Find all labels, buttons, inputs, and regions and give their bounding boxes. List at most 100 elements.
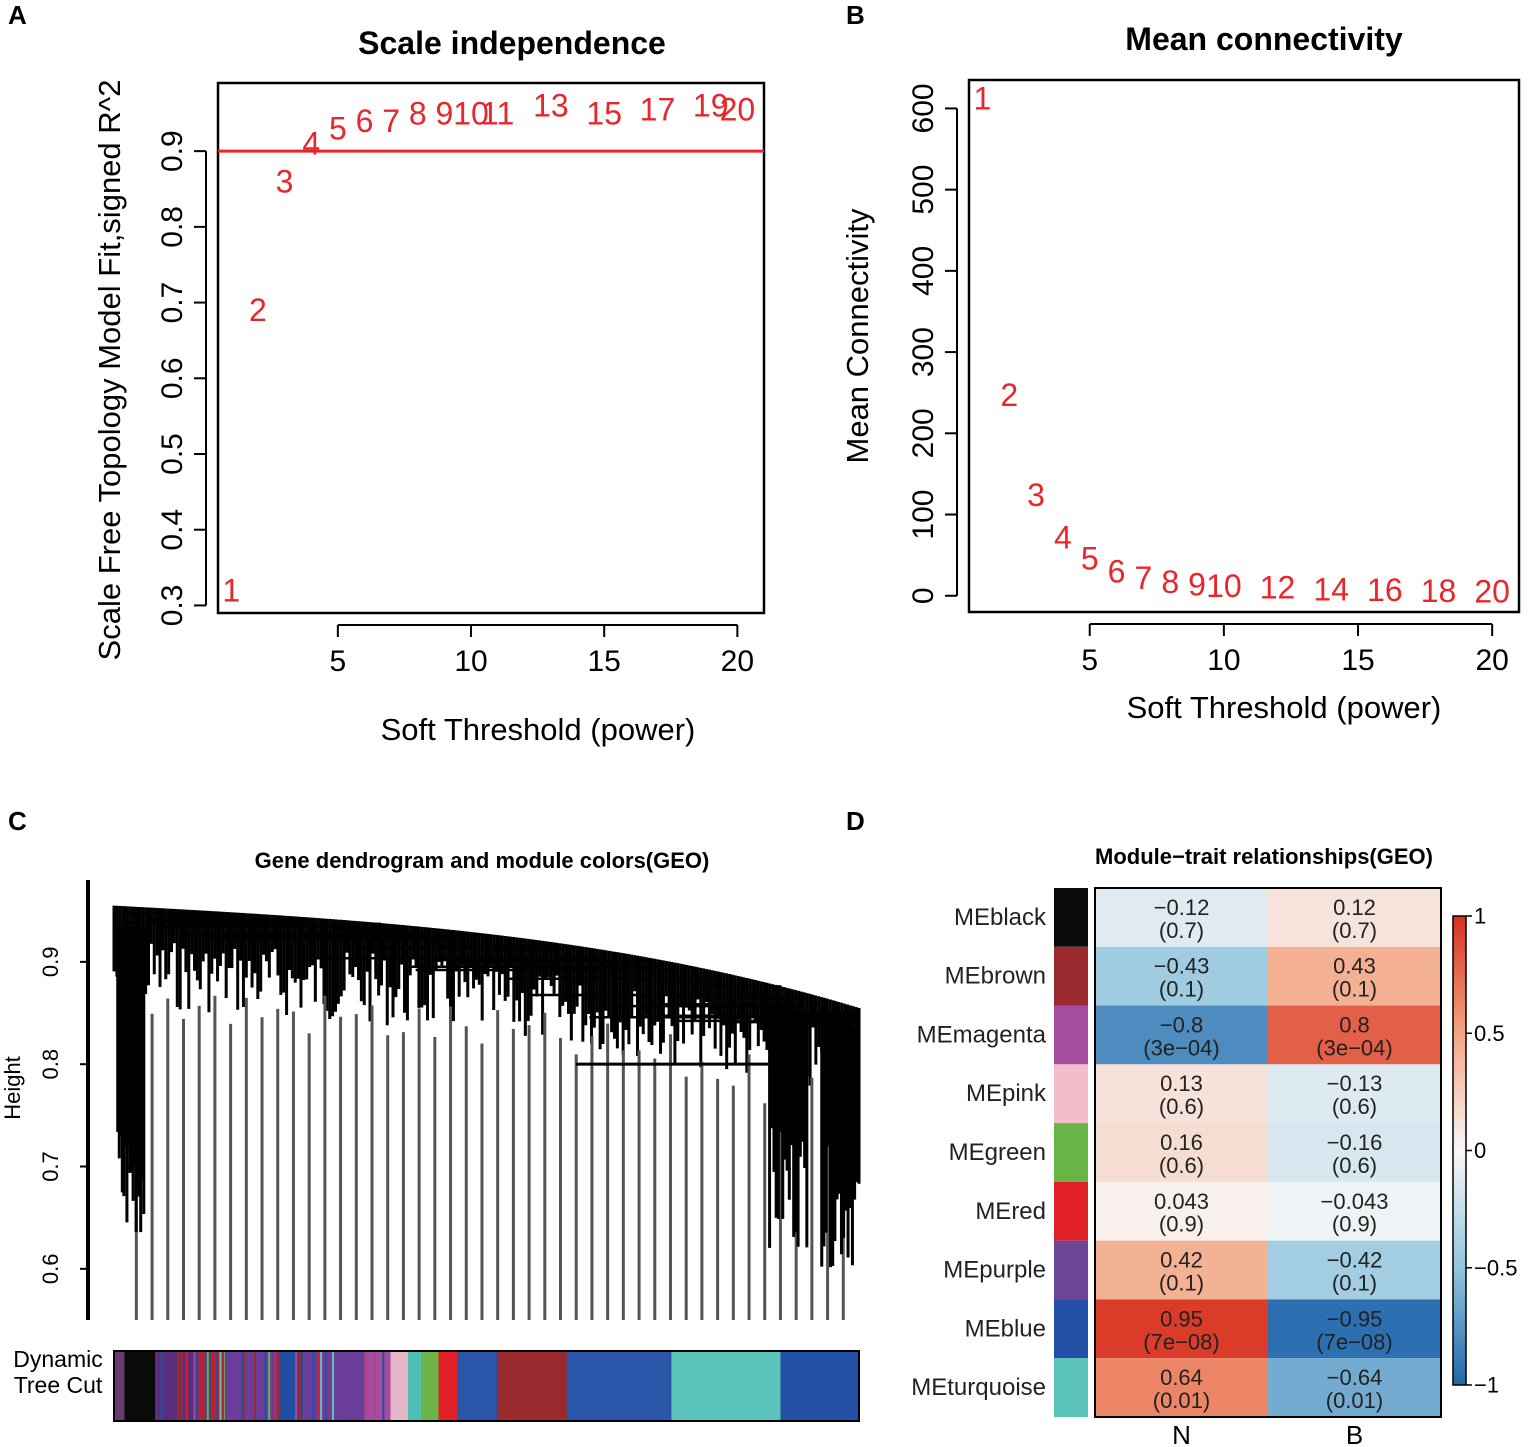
heatmap-cell [1095,1123,1268,1182]
module-color-stripe [326,1351,329,1421]
x-tick-label: 5 [330,645,347,678]
module-color-stripe [160,1351,163,1421]
panel-b: B Mean connectivity 0100200300400500600 … [840,0,1521,725]
point-label: 4 [302,126,320,162]
x-tick-label: 15 [588,645,621,678]
module-color-stripe [295,1351,298,1421]
y-tick-label: 0.5 [156,433,189,475]
point-label: 11 [481,95,514,131]
module-color-stripe [206,1351,209,1421]
point-label: 2 [1000,377,1018,413]
x-tick-label: 5 [1081,644,1098,677]
cell-correlation: 0.42 [1160,1248,1203,1273]
module-color-stripe [325,1351,328,1421]
cell-correlation: −0.42 [1327,1248,1383,1273]
color-bar-label-line1: Dynamic [13,1346,102,1372]
cell-pvalue: (0.7) [1159,918,1204,943]
heatmap-cell [1095,1358,1268,1417]
y-tick-label: 600 [907,83,940,133]
point-label: 20 [720,92,756,128]
point-label: 14 [1313,571,1349,607]
x-tick-label: 20 [721,645,754,678]
cell-correlation: 0.043 [1154,1189,1209,1214]
point-label: 5 [1081,540,1099,576]
colorbar-tick-label: −1 [1474,1373,1499,1398]
row-label-megreen: MEgreen [949,1139,1046,1166]
chart-d-title: Module−trait relationships(GEO) [1095,844,1433,869]
module-color-stripe [185,1351,188,1421]
chart-b-y-label: Mean Connectivity [840,208,875,464]
colorbar-tick-label: 0.5 [1474,1021,1505,1046]
module-color-stripe [274,1351,277,1421]
module-color-stripe [180,1351,183,1421]
heatmap-cell [1095,888,1268,947]
point-label: 3 [276,163,294,199]
cell-pvalue: (0.6) [1332,1153,1377,1178]
cell-correlation: 0.64 [1160,1365,1203,1390]
point-label: 3 [1027,477,1045,513]
module-color-stripe [219,1351,222,1421]
point-label: 9 [1188,566,1206,602]
cell-pvalue: (0.1) [1159,1270,1204,1295]
cell-pvalue: (0.6) [1159,1094,1204,1119]
y-tick-label: 100 [907,490,940,540]
module-color-segment [457,1351,498,1421]
point-label: 8 [409,95,427,131]
module-color-stripe [318,1351,321,1421]
heatmap-cell [1095,1240,1268,1300]
heatmap-frame [1094,887,1442,1418]
chart-b-x-label: Soft Threshold (power) [1127,690,1442,725]
module-swatch-megreen [1054,1123,1088,1182]
module-color-stripe [241,1351,244,1421]
chart-a-y-axis: 0.3 0.4 0.5 0.6 0.7 0.8 0.9 [156,130,207,626]
chart-b-x-axis: 5 10 15 20 [1081,623,1509,677]
module-color-segment [421,1351,440,1421]
y-tick-label: 0.8 [38,1049,63,1080]
row-label-meblack: MEblack [954,904,1047,931]
chart-b-y-axis: 0 100 200 300 400 500 600 [907,83,958,604]
x-tick-label: 10 [1207,644,1240,677]
point-label: 12 [1260,570,1296,606]
cell-correlation: 0.16 [1160,1130,1203,1155]
cell-pvalue: (0.7) [1332,918,1377,943]
module-swatch-meturquoise [1054,1358,1088,1417]
module-color-segment [390,1351,409,1421]
module-swatch-mepurple [1054,1240,1088,1300]
chart-c-y-label: Height [0,1056,25,1120]
cell-correlation: 0.12 [1333,895,1376,920]
heatmap: MEblack −0.12(0.7)0.12(0.7)MEbrown −0.43(0… [911,887,1442,1447]
y-tick-label: 0.6 [156,357,189,399]
chart-c-title: Gene dendrogram and module colors(GEO) [255,848,710,873]
point-label: 13 [533,88,569,124]
row-label-mepurple: MEpurple [943,1257,1046,1284]
chart-b-title: Mean connectivity [1125,21,1403,57]
cell-pvalue: (0.1) [1332,977,1377,1002]
module-color-stripe [382,1351,385,1421]
module-color-stripe [320,1351,323,1421]
cell-pvalue: (0.9) [1159,1212,1204,1237]
cell-correlation: −0.13 [1327,1071,1383,1096]
heatmap-cell [1268,1123,1441,1182]
module-color-stripe [366,1351,369,1421]
panel-a: A Scale independence 0.30.40.50.60.70.80… [8,0,766,747]
y-tick-label: 300 [907,327,940,377]
module-color-stripe [291,1351,294,1421]
module-color-stripe [278,1351,281,1421]
module-color-stripe [254,1351,257,1421]
cell-correlation: −0.95 [1327,1306,1383,1331]
heatmap-cell [1095,1005,1268,1065]
y-tick-label: 0.9 [156,130,189,172]
panel-letter-a: A [8,0,27,30]
module-swatch-memagenta [1054,1005,1088,1065]
row-label-mebrown: MEbrown [945,963,1046,990]
x-tick-label: 15 [1341,644,1374,677]
module-swatch-meblue [1054,1299,1088,1359]
chart-b-plot-frame [967,78,1521,614]
module-swatch-mepink [1054,1064,1088,1124]
cell-correlation: −0.8 [1160,1012,1203,1037]
